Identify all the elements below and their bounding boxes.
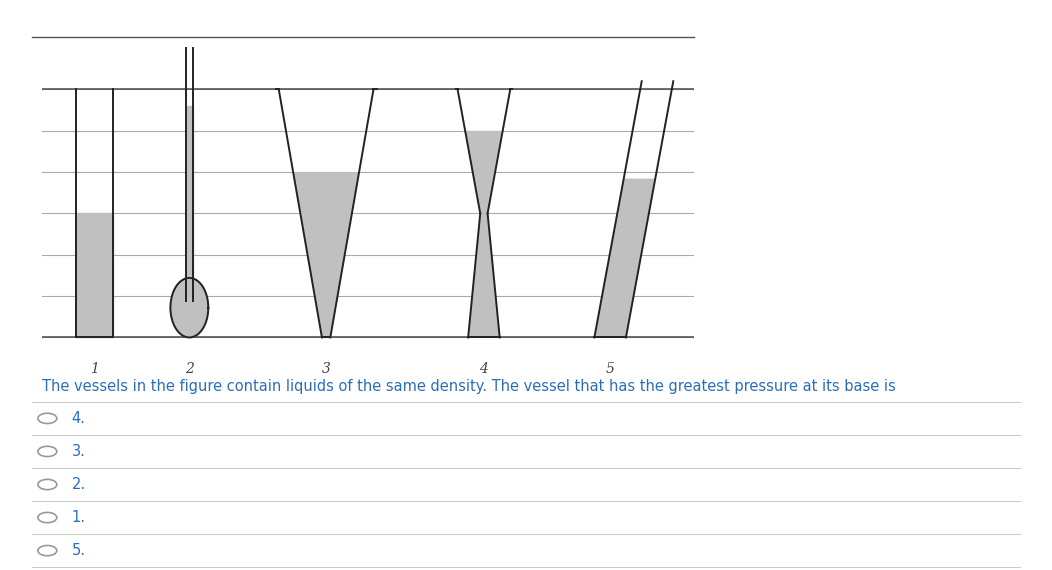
Text: 5.: 5. — [72, 543, 85, 558]
Polygon shape — [468, 214, 500, 337]
Text: 3.: 3. — [72, 444, 85, 459]
Text: 5: 5 — [606, 363, 614, 376]
Polygon shape — [170, 278, 208, 337]
Polygon shape — [294, 172, 359, 337]
Text: 2: 2 — [185, 363, 194, 376]
Text: 4.: 4. — [72, 411, 85, 426]
Text: 1.: 1. — [72, 510, 85, 525]
Text: 2.: 2. — [72, 477, 85, 492]
Text: 4: 4 — [480, 363, 488, 376]
Polygon shape — [465, 131, 503, 214]
Text: The vessels in the figure contain liquids of the same density. The vessel that h: The vessels in the figure contain liquid… — [42, 379, 896, 394]
Text: 3: 3 — [322, 363, 330, 376]
Polygon shape — [594, 178, 655, 337]
Text: 1: 1 — [90, 363, 99, 376]
